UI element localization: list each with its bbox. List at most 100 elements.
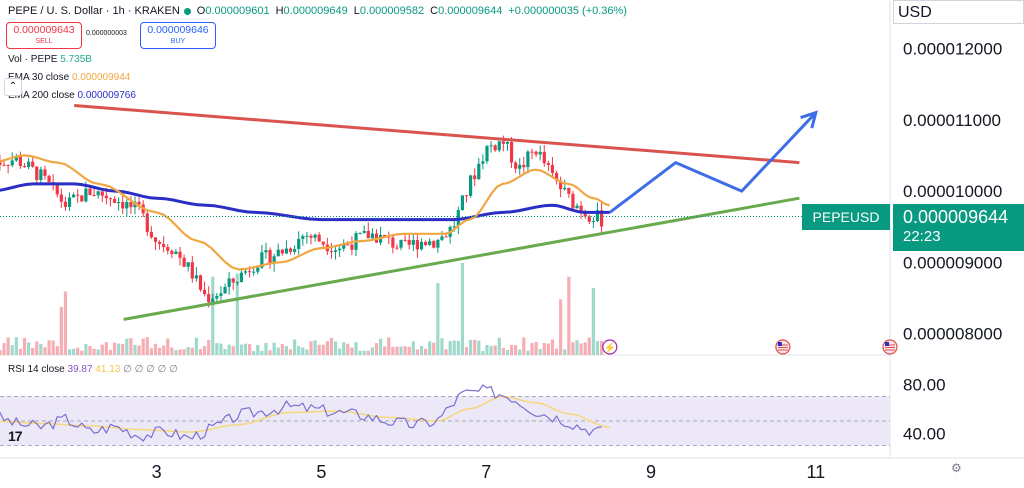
sell-button[interactable]: 0.000009643 SELL (6, 22, 82, 49)
candle-body (489, 145, 493, 147)
volume-bar (559, 299, 563, 355)
volume-bar (518, 349, 522, 355)
high-label: H (275, 5, 284, 17)
candle-body (342, 244, 346, 249)
price-tick-label: 0.000009000 (903, 253, 1002, 272)
candle-body (26, 161, 31, 168)
volume-bar (403, 346, 407, 355)
volume-bar (587, 337, 591, 355)
collapse-legend-button[interactable]: ⌃ (4, 78, 22, 96)
volume-bar (509, 344, 514, 355)
buy-label: BUY (170, 38, 186, 45)
volume-legend[interactable]: Vol · PEPE 5.735B (8, 54, 92, 65)
candle-body (84, 188, 88, 202)
volume-bar (599, 340, 604, 355)
candle-body (117, 201, 121, 203)
low-label: L (353, 5, 360, 17)
time-tick-label: 3 (152, 462, 162, 482)
candle-body (497, 141, 501, 151)
symbol-title[interactable]: PEPE / U. S. Dollar · 1h · KRAKEN (8, 5, 180, 17)
candle-body (239, 272, 244, 283)
volume-bar (460, 262, 465, 355)
ema200-legend[interactable]: EMA 200 close 0.000009766 (8, 90, 136, 101)
volume-bar (378, 338, 383, 355)
volume-bar (2, 343, 6, 355)
candle-body (599, 210, 604, 227)
candle-body (407, 239, 411, 245)
volume-bar (141, 338, 145, 355)
candle-body (460, 195, 465, 211)
tradingview-logo-icon[interactable]: 17 (8, 428, 23, 444)
volume-bar (428, 341, 432, 355)
candle-body (6, 164, 10, 166)
volume-bar (338, 348, 342, 355)
candle-body (452, 226, 456, 228)
volume-bar (260, 350, 264, 355)
candle-body (526, 151, 530, 168)
rsi-line (0, 384, 602, 442)
volume-bar (264, 343, 268, 355)
volume-bar (489, 346, 493, 355)
candle-body (567, 187, 571, 194)
candle-body (178, 251, 182, 258)
close-label: C (430, 5, 439, 17)
candle-body (559, 180, 563, 190)
candle-body (235, 282, 239, 284)
volume-bar (157, 347, 162, 355)
candle-body (284, 248, 289, 254)
volume-bar (96, 349, 100, 355)
candle-body (428, 241, 432, 245)
candle-body (260, 252, 264, 268)
candle-body (2, 164, 6, 166)
candle-body (67, 197, 72, 207)
candle-body (31, 161, 35, 167)
candle-body (243, 271, 248, 273)
volume-bar (477, 340, 481, 355)
volume-label: Vol · PEPE (8, 54, 58, 65)
candle-body (550, 164, 555, 173)
rsi-value: 39.87 (67, 364, 93, 375)
candle-body (358, 233, 362, 235)
rsi-legend[interactable]: RSI 14 close 39.87 41.13 ∅ ∅ ∅ ∅ ∅ (8, 364, 178, 375)
candle-body (121, 201, 125, 209)
buy-button[interactable]: 0.000009646 BUY (140, 22, 216, 49)
volume-bar (374, 343, 379, 355)
candle-body (96, 191, 100, 196)
volume-bar (117, 343, 121, 355)
ema30-legend[interactable]: EMA 30 close 0.000009944 (8, 72, 130, 83)
volume-bar (514, 345, 518, 355)
volume-bar (444, 349, 448, 355)
volume-bar (182, 349, 186, 355)
volume-bar (501, 347, 505, 355)
candle-body (419, 241, 424, 250)
candle-body (530, 151, 534, 153)
candle-body (469, 175, 473, 196)
candle-body (423, 241, 428, 245)
volume-bar (100, 344, 104, 355)
candle-body (100, 191, 104, 196)
volume-bar (190, 347, 194, 355)
volume-bar (231, 346, 235, 355)
volume-bar (26, 342, 31, 355)
volume-bars (0, 262, 604, 355)
volume-bar (235, 273, 239, 355)
volume-bar (125, 338, 129, 355)
volume-bar (18, 348, 23, 355)
event-markers[interactable]: ⚡ (602, 339, 898, 355)
price-tick-label: 0.000010000 (903, 182, 1002, 201)
candle-body (166, 247, 170, 251)
volume-bar (554, 348, 559, 355)
volume-bar (407, 346, 411, 355)
settings-gear-icon[interactable]: ⚙ (951, 461, 962, 475)
volume-bar (411, 341, 415, 355)
volume-bar (223, 349, 227, 355)
volume-bar (211, 276, 215, 355)
candle-body (207, 294, 211, 303)
candle-body (88, 188, 92, 195)
volume-bar (448, 341, 452, 355)
currency-selector[interactable]: USD (893, 0, 1024, 24)
candle-body (104, 195, 108, 199)
volume-bar (174, 350, 178, 355)
candle-body (43, 169, 47, 176)
